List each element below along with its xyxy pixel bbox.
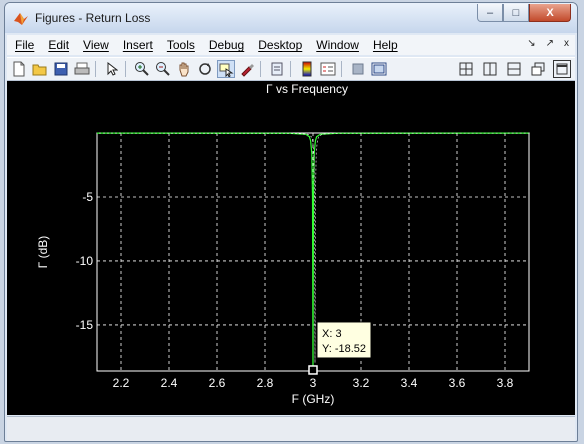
data-cursor-icon[interactable]	[217, 60, 235, 78]
menu-insert[interactable]: Insert	[122, 38, 153, 52]
dock-icon[interactable]	[553, 60, 571, 78]
toolbar-separator	[290, 61, 291, 77]
y-axis-label: Γ (dB)	[36, 236, 50, 269]
rotate-3d-icon[interactable]	[196, 60, 214, 78]
x-tick-label: 2.4	[161, 376, 178, 390]
y-tick-label: -15	[76, 318, 94, 332]
x-tick-label: 2.6	[209, 376, 226, 390]
series-line[interactable]	[96, 132, 530, 371]
menu-desktop[interactable]: Desktop	[258, 38, 303, 52]
data-tip[interactable]: X: 3 Y: -18.52	[308, 321, 372, 375]
menu-tools[interactable]: Tools	[166, 38, 195, 52]
y-tick-label: -10	[76, 254, 94, 268]
zoom-in-icon[interactable]	[133, 60, 151, 78]
save-icon[interactable]	[52, 60, 70, 78]
hide-plot-tools-icon[interactable]	[349, 60, 367, 78]
toolbar-separator	[260, 61, 261, 77]
link-plot-icon[interactable]	[268, 60, 286, 78]
menu-bar: File Edit View Insert Tools Debug Deskto…	[7, 35, 575, 55]
menu-file[interactable]: File	[15, 38, 35, 52]
arrow-select-icon[interactable]	[103, 60, 121, 78]
zoom-out-icon[interactable]	[154, 60, 172, 78]
close-button[interactable]: X	[529, 4, 571, 22]
split-vertical-icon[interactable]	[481, 60, 499, 78]
legend-icon[interactable]	[319, 60, 337, 78]
menu-view[interactable]: View	[83, 38, 109, 52]
menu-help[interactable]: Help	[372, 38, 398, 52]
toolbar-separator	[341, 61, 342, 77]
plot-title: Γ vs Frequency	[266, 82, 348, 96]
colorbar-icon[interactable]	[298, 60, 316, 78]
pan-hand-icon[interactable]	[175, 60, 193, 78]
return-loss-plot[interactable]: Γ vs Frequency 2.2 2.4 2.6 2.8 3 3.2 3.4 3.6 3.8…	[7, 81, 575, 415]
figure-toolbar	[7, 57, 575, 81]
menu-edit[interactable]: Edit	[48, 38, 70, 52]
tile-icon[interactable]	[457, 60, 475, 78]
x-tick-label: 3.2	[353, 376, 370, 390]
new-figure-icon[interactable]	[10, 60, 28, 78]
toolbar-separator	[95, 61, 96, 77]
figure-window: Figures - Return Loss – □ X File Edit Vi…	[4, 2, 578, 442]
close-figure-icon[interactable]: x	[564, 38, 569, 49]
toolbar-separator	[125, 61, 126, 77]
data-tip-x: X: 3	[322, 328, 342, 340]
undock-arrow-icon[interactable]: ↘	[527, 38, 536, 49]
print-icon[interactable]	[73, 60, 91, 78]
open-file-icon[interactable]	[31, 60, 49, 78]
x-tick-label: 3.6	[449, 376, 466, 390]
split-horizontal-icon[interactable]	[505, 60, 523, 78]
title-bar[interactable]: Figures - Return Loss – □ X	[5, 3, 577, 33]
data-tip-marker[interactable]	[308, 365, 318, 375]
x-tick-label: 2.2	[113, 376, 130, 390]
status-bar	[7, 416, 575, 441]
x-axis-label: F (GHz)	[292, 392, 335, 406]
matlab-logo-icon	[14, 13, 28, 25]
menu-window[interactable]: Window	[316, 38, 359, 52]
x-tick-label: 3.4	[401, 376, 418, 390]
data-tip-y: Y: -18.52	[322, 343, 366, 355]
window-title: Figures - Return Loss	[35, 11, 151, 25]
x-tick-label: 2.8	[257, 376, 274, 390]
maximize-button[interactable]: □	[503, 4, 529, 22]
x-tick-label: 3	[310, 376, 317, 390]
figure-canvas: Γ vs Frequency 2.2 2.4 2.6 2.8 3 3.2 3.4 3.6 3.8…	[7, 81, 575, 415]
y-tick-label: -5	[82, 190, 93, 204]
series-line-ghost	[98, 132, 532, 363]
brush-icon[interactable]	[238, 60, 256, 78]
axis-ticks: 2.2 2.4 2.6 2.8 3 3.2 3.4 3.6 3.8 -5 -10 -15	[76, 190, 514, 390]
data-tip-box	[316, 321, 372, 359]
show-plot-tools-icon[interactable]	[370, 60, 388, 78]
x-tick-label: 3.8	[497, 376, 514, 390]
minimize-button[interactable]: –	[477, 4, 503, 22]
menu-debug[interactable]: Debug	[208, 38, 245, 52]
float-icon[interactable]	[529, 60, 547, 78]
dock-arrow-icon[interactable]: ↗	[545, 38, 554, 49]
